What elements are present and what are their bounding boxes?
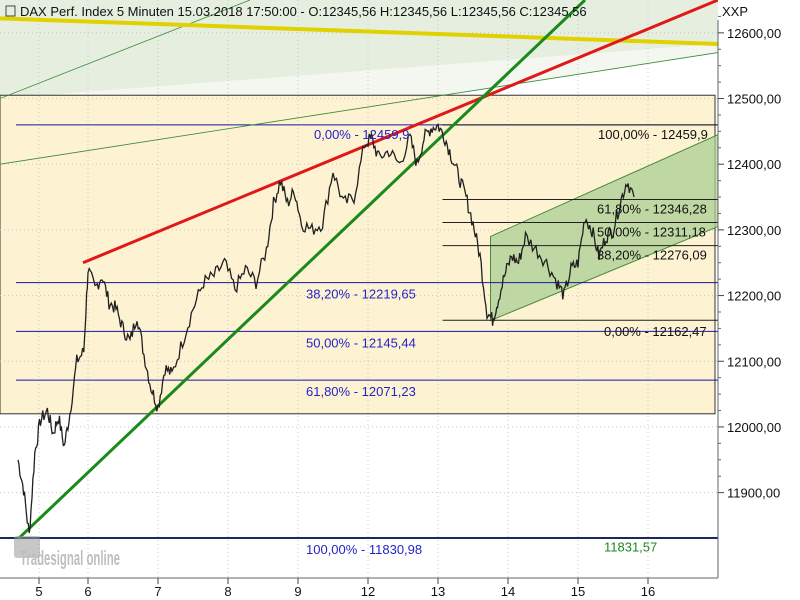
watermark-logo-icon (14, 536, 40, 558)
fib-minor-label: 100,00% - 12459,9 (598, 127, 708, 142)
fib-major-label: 100,00% - 11830,98 (306, 542, 422, 557)
red-trendline[interactable] (82, 0, 719, 265)
fibonacci-layer (0, 124, 719, 539)
y-tick-label: 12300,00 (727, 223, 781, 238)
y-tick-label: 12400,00 (727, 157, 781, 172)
x-tick-label: 16 (641, 584, 655, 599)
window-icon[interactable] (5, 5, 16, 17)
background-layer (0, 0, 718, 415)
y-tick-label: 12600,00 (727, 26, 781, 41)
y-tick-label: 12500,00 (727, 92, 781, 107)
y-tick-label: 12200,00 (727, 289, 781, 304)
watermark-text: Tradesignal online (20, 548, 120, 570)
yellow-trendline[interactable] (0, 16, 719, 47)
fib-major-label: 61,80% - 12071,23 (306, 384, 416, 399)
x-tick-label: 5 (35, 584, 42, 599)
fib-major-label: 0,00% - 12459,9 (314, 127, 409, 142)
y-tick-label: 12100,00 (727, 354, 781, 369)
low-marker-label: 11831,57 (604, 540, 657, 555)
x-tick-label: 9 (294, 584, 301, 599)
fib-minor-label: 61,80% - 12346,28 (597, 201, 707, 216)
fib-minor-label: 38,20% - 12276,09 (597, 248, 707, 263)
x-tick-label: 8 (224, 584, 231, 599)
fan-line-lower[interactable] (0, 52, 719, 165)
x-tick-label: 15 (571, 584, 585, 599)
x-tick-label: 7 (154, 584, 161, 599)
trendline-layer[interactable] (0, 0, 719, 540)
tradesignal-watermark: Tradesignal online (14, 536, 120, 570)
x-tick-label: 13 (431, 584, 445, 599)
fib-major-label: 50,00% - 12145,44 (306, 335, 416, 350)
y-tick-label: 11900,00 (727, 486, 780, 501)
y-tick-label: 12000,00 (727, 420, 781, 435)
axis-unit-label: XXP (722, 4, 748, 19)
label-layer: 0,00% - 12459,9 38,20% - 12219,65 50,00% -… (306, 127, 708, 557)
fib-minor-label: 50,00% - 12311,18 (597, 225, 706, 240)
fib-minor-label: 0,00% - 12162,47 (604, 324, 707, 339)
x-tick-label: 6 (84, 584, 91, 599)
x-tick-label: 12 (361, 584, 375, 599)
fan-line-upper[interactable] (0, 0, 251, 99)
grid-layer (0, 0, 718, 578)
green-trendline[interactable] (17, 0, 587, 540)
x-tick-label: 14 (501, 584, 515, 599)
price-layer (17, 123, 635, 534)
price-line (17, 123, 635, 534)
fib-major-label: 38,20% - 12219,65 (306, 287, 416, 302)
chart-title: DAX Perf. Index 5 Minuten 15.03.2018 17:… (20, 4, 587, 19)
y-axis-panel (718, 0, 800, 600)
